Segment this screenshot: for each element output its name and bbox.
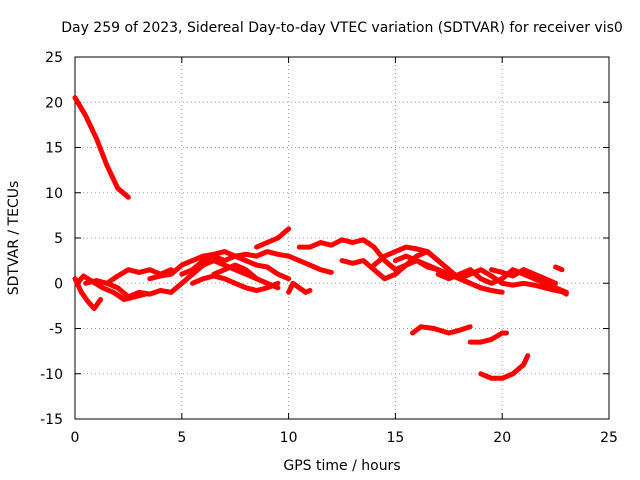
y-tick-label: 0 <box>54 276 63 292</box>
y-tick-label: -5 <box>49 322 63 338</box>
x-tick-label: 15 <box>386 430 404 446</box>
series-line-s12 <box>254 226 292 250</box>
y-tick-label: 15 <box>45 141 63 157</box>
y-tick-label: -15 <box>40 412 63 428</box>
x-tick-label: 5 <box>177 430 186 446</box>
x-tick-label: 25 <box>600 430 618 446</box>
series-line-s2 <box>72 276 104 312</box>
chart-title: Day 259 of 2023, Sidereal Day-to-day VTE… <box>61 20 623 36</box>
series-line-s21 <box>553 264 565 273</box>
x-tick-label: 0 <box>71 430 80 446</box>
y-tick-label: 20 <box>45 95 63 111</box>
series-line-s24 <box>478 353 531 381</box>
series-line-s20 <box>521 267 559 286</box>
series-line-s9 <box>190 273 281 293</box>
y-tick-label: 25 <box>45 50 63 66</box>
series-line-s23 <box>467 330 509 345</box>
series-line-s4 <box>83 267 174 286</box>
series-line-s6 <box>147 249 249 282</box>
x-axis-label: GPS time / hours <box>283 458 400 474</box>
y-tick-label: 5 <box>54 231 63 247</box>
series-line-s10 <box>211 262 281 291</box>
axis-ticks: 0 5 10 15 20 25 -15 -10 -5 0 5 10 15 20 25 <box>40 50 618 446</box>
series-line-s18 <box>435 267 569 295</box>
series-line-s7 <box>168 258 260 295</box>
series-line-s22 <box>410 324 473 336</box>
series-line-s17 <box>392 253 569 295</box>
y-tick-label: 10 <box>45 186 63 202</box>
series-line-s1 <box>72 95 131 200</box>
data-series <box>72 95 569 381</box>
series-line-s16 <box>371 244 505 295</box>
series-line-s11 <box>232 249 334 275</box>
y-tick-label: -10 <box>40 367 63 383</box>
x-tick-label: 20 <box>493 430 511 446</box>
x-tick-label: 10 <box>280 430 298 446</box>
series-line-s5 <box>104 280 174 300</box>
series-line-s13 <box>286 280 313 295</box>
y-axis-label: SDTVAR / TECUs <box>6 181 22 296</box>
